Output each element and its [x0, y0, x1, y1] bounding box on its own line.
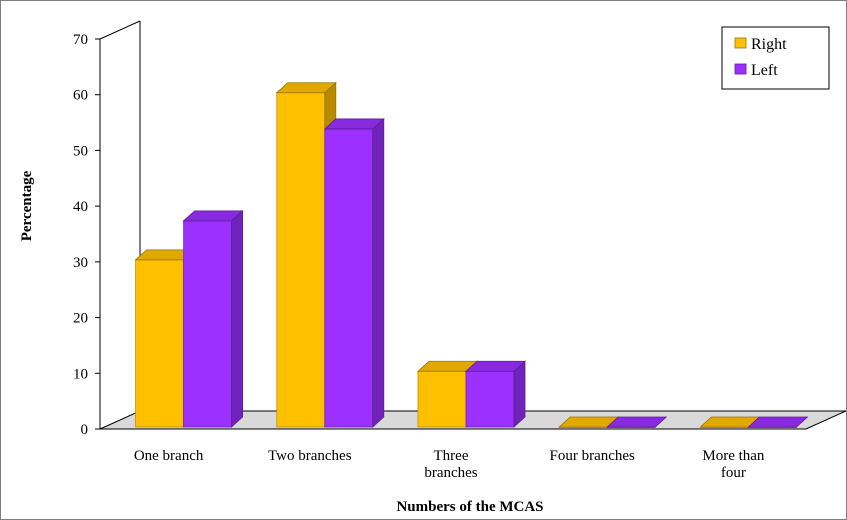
bar-front — [324, 128, 374, 428]
legend-label-left: Left — [751, 62, 778, 79]
bar-left-3 — [606, 416, 668, 428]
x-tick-label-0: One branch — [134, 448, 204, 464]
y-axis-title: Percentage — [19, 170, 35, 241]
x-tick-label-line: Two branches — [268, 448, 352, 464]
bar-top — [606, 416, 668, 428]
y-tick-label-10: 10 — [73, 366, 88, 382]
side-wall-top-edge — [99, 20, 141, 40]
bar-top — [464, 360, 527, 372]
bar-top — [747, 416, 809, 428]
bar-top — [182, 210, 244, 222]
bar-front — [135, 259, 185, 428]
y-tick-label-50: 50 — [73, 143, 88, 159]
bar-top — [275, 82, 337, 94]
x-tick-label-line: Four branches — [549, 448, 635, 464]
y-tick-label-60: 60 — [73, 88, 88, 104]
x-tick-label-2: Three branches — [424, 448, 477, 481]
bar-top — [323, 118, 385, 130]
legend: Right Left — [721, 26, 830, 90]
bar-left-2 — [464, 360, 527, 428]
bar-front — [417, 370, 467, 428]
bar-left-0 — [182, 209, 244, 428]
y-tick-label-0: 0 — [81, 422, 89, 438]
bar-front — [465, 370, 515, 428]
legend-swatch-right — [734, 37, 747, 49]
bar-side — [231, 209, 244, 428]
y-tick-label-20: 20 — [73, 311, 88, 327]
bar-side — [513, 360, 526, 428]
legend-label-right: Right — [751, 36, 787, 53]
x-tick-label-1: Two branches — [268, 448, 352, 464]
bar-left-1 — [323, 118, 385, 428]
x-tick-label-line: Three — [434, 448, 469, 464]
bars — [134, 81, 809, 428]
x-tick-label-4: More than four — [702, 448, 765, 481]
y-tick-label-40: 40 — [73, 199, 88, 215]
bar-side — [372, 118, 385, 428]
x-tick-label-line: four — [721, 465, 746, 481]
y-tick-label-70: 70 — [73, 32, 88, 48]
x-tick-label-line: More than — [702, 448, 765, 464]
y-axis-ticks: 0 10 20 30 40 50 60 70 — [73, 32, 100, 438]
x-tick-label-3: Four branches — [549, 448, 635, 464]
legend-swatch-left — [734, 63, 747, 75]
x-tick-label-line: branches — [424, 465, 477, 481]
x-axis-labels: One branch Two branches Three branches Four … — [134, 448, 765, 481]
bar-front — [276, 92, 326, 428]
x-axis-title: Numbers of the MCAS — [396, 499, 543, 515]
bar-left-4 — [747, 416, 809, 428]
x-tick-label-line: One branch — [134, 448, 204, 464]
bar-front — [183, 220, 233, 428]
y-tick-label-30: 30 — [73, 255, 88, 271]
legend-box — [721, 26, 830, 90]
